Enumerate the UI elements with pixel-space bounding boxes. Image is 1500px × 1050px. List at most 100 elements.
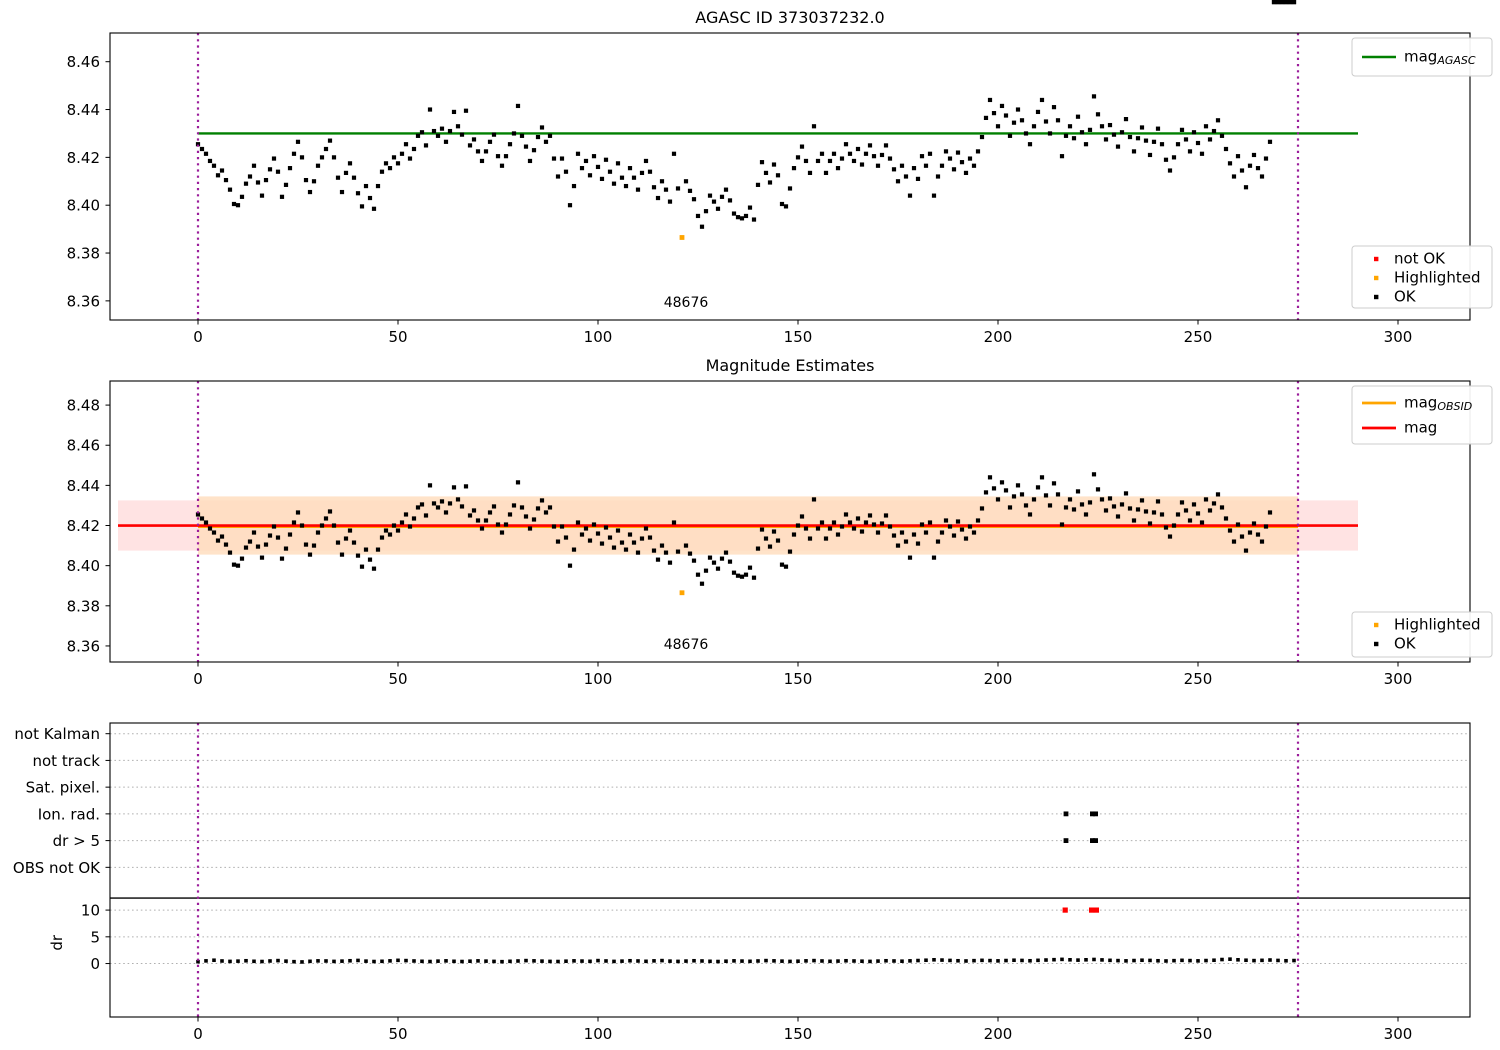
data-point-dr [892, 959, 896, 963]
data-point-ok [1167, 168, 1173, 173]
data-point-dr [700, 959, 704, 963]
data-point-highlighted [679, 235, 685, 240]
data-point-ok [783, 564, 789, 569]
data-point-dr [612, 959, 616, 964]
data-point-ok [595, 531, 601, 536]
data-point-ok [1259, 539, 1265, 544]
data-point-ok [1087, 127, 1093, 132]
data-point-ok [1247, 163, 1253, 168]
legend-swatch-not-ok [1374, 256, 1379, 262]
data-point-ok [335, 540, 341, 545]
data-point-ok [343, 170, 349, 176]
data-point-dr [300, 960, 304, 964]
data-point-ok [947, 524, 953, 529]
data-point-ok [635, 187, 641, 192]
data-point-dr [668, 959, 672, 963]
data-point-ok [1215, 118, 1221, 123]
data-point-ok [699, 224, 705, 229]
data-point-dr [988, 958, 992, 963]
data-point-dr [516, 959, 520, 963]
data-point-ok [651, 548, 657, 553]
panel-middle: 48676 8.36 8.38 8.40 8.42 8.44 8.46 8.48 0 50 100 1… [67, 0, 1493, 688]
data-point-ok [311, 179, 317, 184]
data-point-ok [491, 504, 497, 509]
data-point-ok [987, 475, 993, 480]
data-point-dr [868, 959, 872, 964]
data-point-ok [1267, 139, 1273, 144]
data-point-ok [267, 533, 273, 538]
data-point-ok [203, 151, 209, 156]
data-point-ok [387, 532, 393, 537]
data-point-dr [836, 959, 840, 963]
data-point-ok [291, 520, 297, 525]
data-point-ok [455, 497, 461, 502]
data-point-ok [799, 514, 805, 519]
data-point-ok [1191, 130, 1197, 135]
data-point-ok [1035, 109, 1041, 115]
data-point-ok [403, 142, 409, 147]
data-point-dr [1052, 957, 1056, 962]
data-point-ok [1111, 132, 1117, 137]
data-point-dr [1140, 958, 1144, 963]
data-point-ok [543, 139, 549, 144]
data-point-ok [307, 552, 313, 557]
data-point-ok [619, 175, 625, 180]
data-point-ok [675, 549, 681, 554]
data-point-ok [1063, 505, 1069, 510]
data-point-ok [671, 520, 677, 525]
data-point-ok [775, 173, 781, 178]
ok-points-top [195, 0, 1297, 229]
data-point-ok [811, 124, 817, 129]
data-point-ok [791, 532, 797, 537]
flag-marker-ion-rad- [1093, 811, 1098, 817]
data-point-dr [572, 959, 576, 963]
data-point-ok [691, 558, 697, 563]
data-point-ok [463, 484, 469, 489]
data-point-ok [715, 566, 721, 571]
data-point-ok [315, 530, 321, 535]
data-point-ok [567, 203, 573, 208]
data-point-ok [811, 497, 817, 502]
data-point-dr [708, 959, 712, 964]
legend-swatch-ok [1374, 294, 1379, 300]
flag-marker-dr-5 [1063, 838, 1069, 843]
data-point-ok [1239, 168, 1245, 173]
data-point-ok [827, 526, 833, 531]
data-point-ok [611, 545, 617, 550]
data-point-ok [931, 193, 937, 198]
data-point-ok [851, 158, 857, 164]
data-point-ok [379, 535, 385, 540]
data-point-ok [371, 206, 377, 211]
data-point-ok [903, 174, 909, 179]
data-point-ok [1119, 130, 1125, 135]
data-point-ok [195, 142, 201, 147]
data-point-ok [1075, 114, 1081, 119]
data-point-ok [323, 516, 329, 521]
data-point-ok [831, 151, 837, 156]
data-point-ok [1187, 518, 1193, 523]
data-point-ok [1271, 0, 1277, 5]
data-point-ok [1127, 134, 1133, 140]
xtick-label-top-0: 0 [193, 328, 203, 346]
data-point-ok [651, 185, 657, 190]
data-point-ok [615, 528, 621, 533]
data-point-ok [587, 173, 593, 178]
data-point-ok [667, 560, 673, 565]
data-point-ok [787, 186, 793, 191]
data-point-ok [559, 156, 565, 161]
data-point-dr [644, 959, 648, 964]
data-point-dr [764, 958, 768, 963]
data-point-ok [751, 217, 757, 222]
data-point-ok [1023, 131, 1029, 136]
data-point-ok [663, 187, 669, 192]
data-point-dr [964, 959, 968, 963]
data-point-ok [1027, 142, 1033, 147]
axes-frame-middle [109, 380, 1471, 663]
data-point-ok [467, 513, 473, 518]
data-point-ok [823, 170, 829, 176]
flag-marker-ion-rad- [1090, 811, 1095, 817]
data-point-ok [971, 530, 977, 535]
data-point-ok [779, 201, 785, 207]
data-point-dr [804, 959, 808, 963]
data-point-ok [195, 512, 201, 517]
